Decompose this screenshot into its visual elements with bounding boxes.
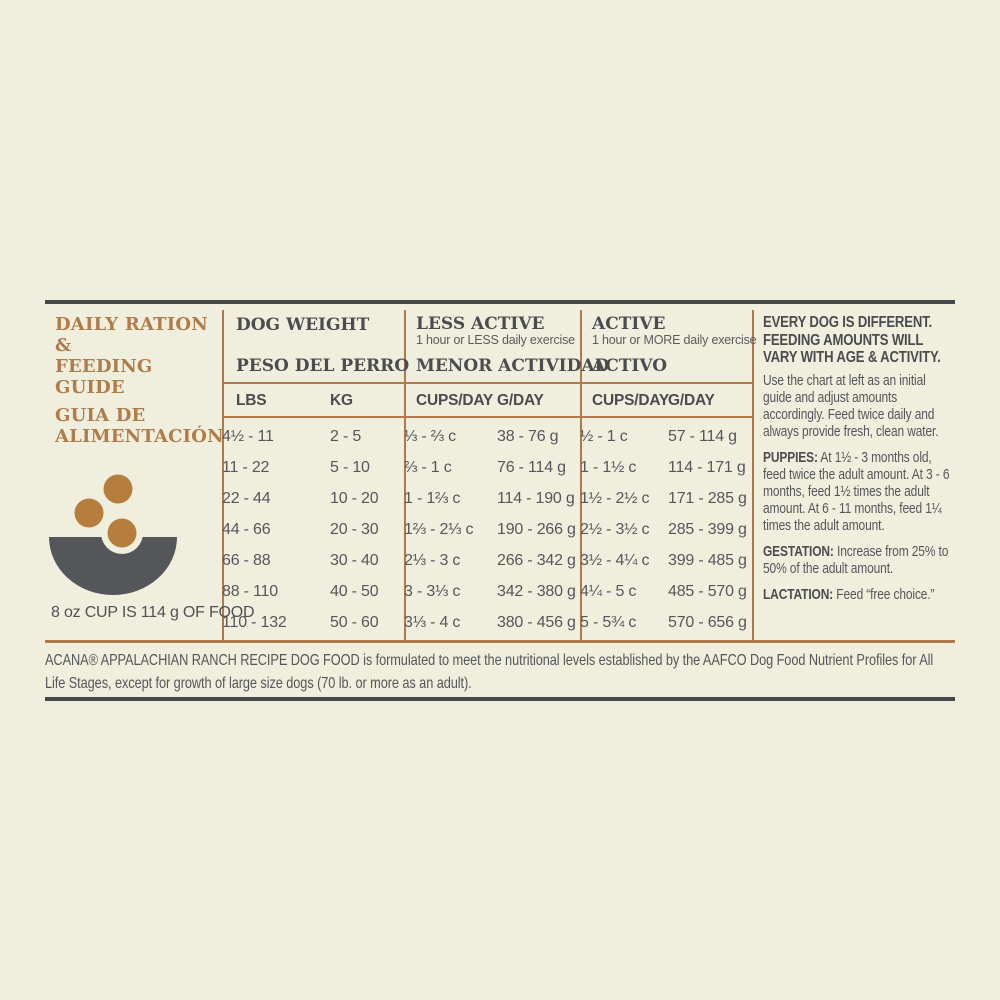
top-divider-line [45, 300, 955, 304]
dog-weight-header-en: DOG WEIGHT [236, 315, 370, 335]
table-bottom-line [45, 640, 955, 643]
cell-less-cups: ⅔ - 1 c [404, 459, 452, 476]
guide-title-en-line2: FEEDING GUIDE [55, 356, 153, 398]
cell-lbs: 110 - 132 [222, 614, 287, 631]
less-active-header-en: LESS ACTIVE [416, 314, 545, 334]
cell-lbs: 22 - 44 [222, 490, 271, 507]
bowl-shape [49, 537, 177, 595]
feeding-advice-panel: EVERY DOG IS DIFFERENT. FEEDING AMOUNTS … [763, 314, 957, 613]
cell-active-cups: 3½ - 4¼ c [580, 552, 650, 569]
cell-less-cups: 1⅔ - 2⅓ c [404, 521, 474, 538]
advice-gestation: GESTATION: Increase from 25% to 50% of t… [763, 544, 957, 578]
cell-kg: 50 - 60 [330, 614, 379, 631]
cell-less-cups: 3⅓ - 4 c [404, 614, 461, 631]
cell-less-grams: 266 - 342 g [497, 552, 576, 569]
header-divider-line [222, 382, 752, 384]
bottom-divider-line [45, 697, 955, 701]
advice-intro: Use the chart at left as an initial guid… [763, 372, 939, 440]
cell-kg: 10 - 20 [330, 490, 379, 507]
cell-kg: 20 - 30 [330, 521, 379, 538]
cell-active-grams: 57 - 114 g [668, 428, 737, 445]
cell-lbs: 4½ - 11 [222, 428, 274, 445]
kibble-piece [103, 474, 133, 504]
cell-active-cups: 2½ - 3½ c [580, 521, 650, 538]
cell-active-grams: 399 - 485 g [668, 552, 747, 569]
table-row: 88 - 110 40 - 50 3 - 3⅓ c 342 - 380 g 4¼… [222, 576, 752, 607]
guide-title: DAILY RATION & FEEDING GUIDE GUIA DE ALI… [55, 314, 225, 447]
table-subheader-row: LBS KG CUPS/DAY G/DAY CUPS/DAY G/DAY [222, 388, 752, 414]
cell-kg: 5 - 10 [330, 459, 370, 476]
col-header-lbs: LBS [236, 392, 267, 409]
cell-lbs: 11 - 22 [222, 459, 270, 476]
puppies-text: At 1½ - 3 months old, feed twice the adu… [763, 449, 950, 534]
cell-active-cups: 5 - 5¾ c [580, 614, 637, 631]
column-divider [222, 310, 224, 641]
active-header-en: ACTIVE [592, 314, 666, 334]
cell-less-grams: 190 - 266 g [497, 521, 576, 538]
aafco-statement: ACANA® APPALACHIAN RANCH RECIPE DOG FOOD… [45, 652, 934, 692]
column-divider [404, 310, 406, 641]
cell-kg: 2 - 5 [330, 428, 362, 445]
cell-lbs: 88 - 110 [222, 583, 278, 600]
guide-title-es-line1: GUIA DE [55, 405, 146, 426]
cell-less-cups: 1 - 1⅔ c [404, 490, 461, 507]
advice-lactation: LACTATION: Feed “free choice.” [763, 587, 957, 604]
cell-active-grams: 285 - 399 g [668, 521, 747, 538]
kibble-piece [107, 518, 137, 548]
cell-active-cups: 4¼ - 5 c [580, 583, 637, 600]
col-header-less-grams: G/DAY [497, 392, 544, 409]
gestation-label: GESTATION: [763, 543, 834, 560]
cell-kg: 30 - 40 [330, 552, 379, 569]
table-row: 44 - 66 20 - 30 1⅔ - 2⅓ c 190 - 266 g 2½… [222, 514, 752, 545]
table-row: 4½ - 11 2 - 5 ⅓ - ⅔ c 38 - 76 g ½ - 1 c … [222, 421, 752, 452]
col-header-active-grams: G/DAY [668, 392, 715, 409]
table-row: 110 - 132 50 - 60 3⅓ - 4 c 380 - 456 g 5… [222, 607, 752, 638]
cell-less-cups: ⅓ - ⅔ c [404, 428, 456, 445]
cell-less-grams: 114 - 190 g [497, 490, 575, 507]
cell-active-grams: 114 - 171 g [668, 459, 746, 476]
cell-active-grams: 171 - 285 g [668, 490, 747, 507]
cell-lbs: 66 - 88 [222, 552, 271, 569]
table-row: 11 - 22 5 - 10 ⅔ - 1 c 76 - 114 g 1 - 1½… [222, 452, 752, 483]
cell-active-cups: 1½ - 2½ c [580, 490, 650, 507]
active-header-es: ACTIVO [592, 356, 668, 376]
feeding-table-body: 4½ - 11 2 - 5 ⅓ - ⅔ c 38 - 76 g ½ - 1 c … [222, 421, 752, 638]
advice-heading: EVERY DOG IS DIFFERENT. FEEDING AMOUNTS … [763, 314, 941, 366]
cell-active-grams: 570 - 656 g [668, 614, 747, 631]
table-row: 22 - 44 10 - 20 1 - 1⅔ c 114 - 190 g 1½ … [222, 483, 752, 514]
food-bowl-with-kibble-icon [49, 474, 177, 595]
gestation-text: Increase from 25% to 50% of the adult am… [763, 543, 949, 577]
cell-active-cups: ½ - 1 c [580, 428, 628, 445]
table-row: 66 - 88 30 - 40 2⅓ - 3 c 266 - 342 g 3½ … [222, 545, 752, 576]
kibble-piece [74, 498, 104, 528]
cell-less-grams: 38 - 76 g [497, 428, 559, 445]
active-note: 1 hour or MORE daily exercise [592, 333, 757, 347]
col-header-active-cups: CUPS/DAY [592, 392, 670, 409]
header-divider-line [222, 416, 752, 418]
cell-lbs: 44 - 66 [222, 521, 271, 538]
cell-less-grams: 380 - 456 g [497, 614, 576, 631]
cell-less-grams: 342 - 380 g [497, 583, 576, 600]
puppies-label: PUPPIES: [763, 449, 818, 466]
dog-weight-header-es: PESO DEL PERRO [236, 356, 410, 376]
less-active-note: 1 hour or LESS daily exercise [416, 333, 575, 347]
cell-less-cups: 2⅓ - 3 c [404, 552, 461, 569]
cell-active-grams: 485 - 570 g [668, 583, 747, 600]
col-header-less-cups: CUPS/DAY [416, 392, 494, 409]
advice-puppies: PUPPIES: At 1½ - 3 months old, feed twic… [763, 450, 957, 535]
cell-less-cups: 3 - 3⅓ c [404, 583, 461, 600]
guide-title-en-line1: DAILY RATION & [55, 314, 208, 356]
lactation-text: Feed “free choice.” [833, 586, 935, 603]
lactation-label: LACTATION: [763, 586, 834, 603]
cup-measure-note: 8 oz CUP IS 114 g OF FOOD [51, 604, 255, 621]
column-divider [580, 310, 582, 641]
cell-active-cups: 1 - 1½ c [580, 459, 637, 476]
guide-title-es-line2: ALIMENTACIÓN [55, 426, 224, 447]
col-header-kg: KG [330, 392, 353, 409]
cell-kg: 40 - 50 [330, 583, 379, 600]
less-active-header-es: MENOR ACTIVIDAD [416, 356, 610, 376]
column-divider [752, 310, 754, 641]
cell-less-grams: 76 - 114 g [497, 459, 566, 476]
